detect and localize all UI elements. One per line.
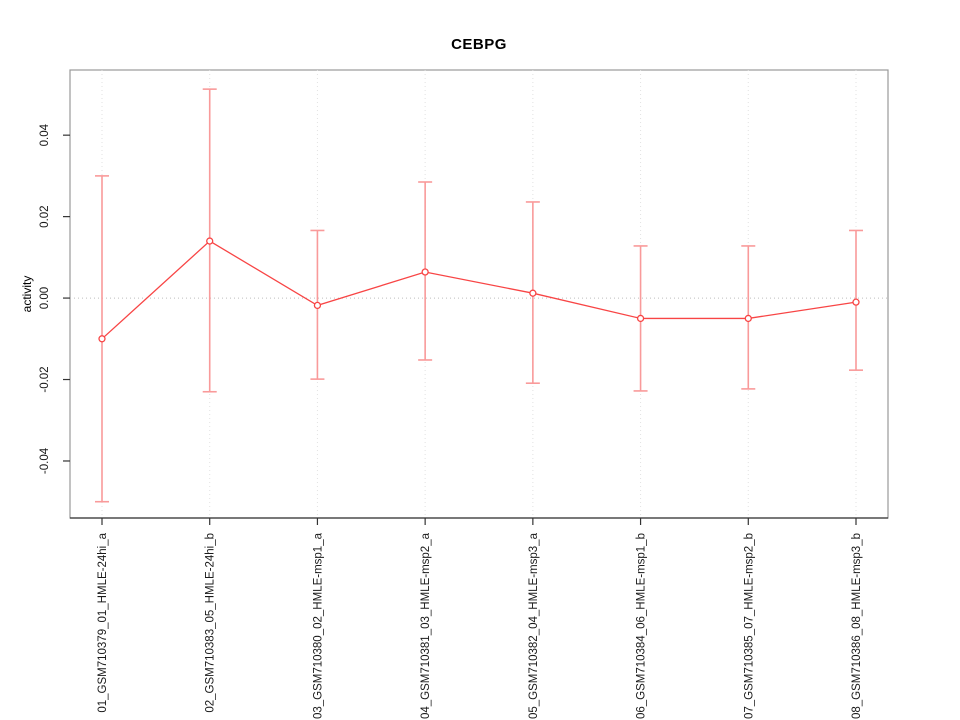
chart-title: CEBPG (451, 36, 507, 53)
x-tick-label: 07_GSM710385_07_HMLE-msp2_b (743, 533, 755, 719)
y-tick-label: -0.02 (39, 366, 51, 392)
y-tick-label: 0.04 (39, 123, 51, 146)
data-point-marker (421, 268, 429, 276)
data-point-marker (98, 335, 106, 343)
y-tick-label: -0.04 (39, 447, 51, 474)
y-tick-label: 0.02 (39, 205, 51, 227)
y-tick-label: 0.00 (39, 287, 51, 309)
data-point-marker (744, 314, 752, 323)
data-point-marker (636, 314, 645, 323)
x-tick-label: 08_GSM710386_08_HMLE-msp3_b (851, 533, 863, 719)
x-tick-label: 01_GSM710379_01_HMLE-24hi_a (97, 532, 109, 712)
x-tick-label: 05_GSM710382_04_HMLE-msp3_a (528, 532, 540, 719)
data-point-marker (529, 289, 537, 297)
x-tick-label: 02_GSM710383_05_HMLE-24hi_b (205, 533, 217, 713)
x-tick-label: 03_GSM710380_02_HMLE-msp1_a (312, 532, 324, 719)
data-point-marker (206, 237, 214, 245)
data-point-marker (852, 298, 860, 306)
x-tick-label: 04_GSM710381_03_HMLE-msp2_a (420, 532, 432, 719)
x-tick-label: 06_GSM710384_06_HMLE-msp1_b (636, 533, 648, 719)
series-line (101, 240, 857, 340)
plot-box (69, 69, 889, 519)
data-point-marker (313, 301, 322, 310)
